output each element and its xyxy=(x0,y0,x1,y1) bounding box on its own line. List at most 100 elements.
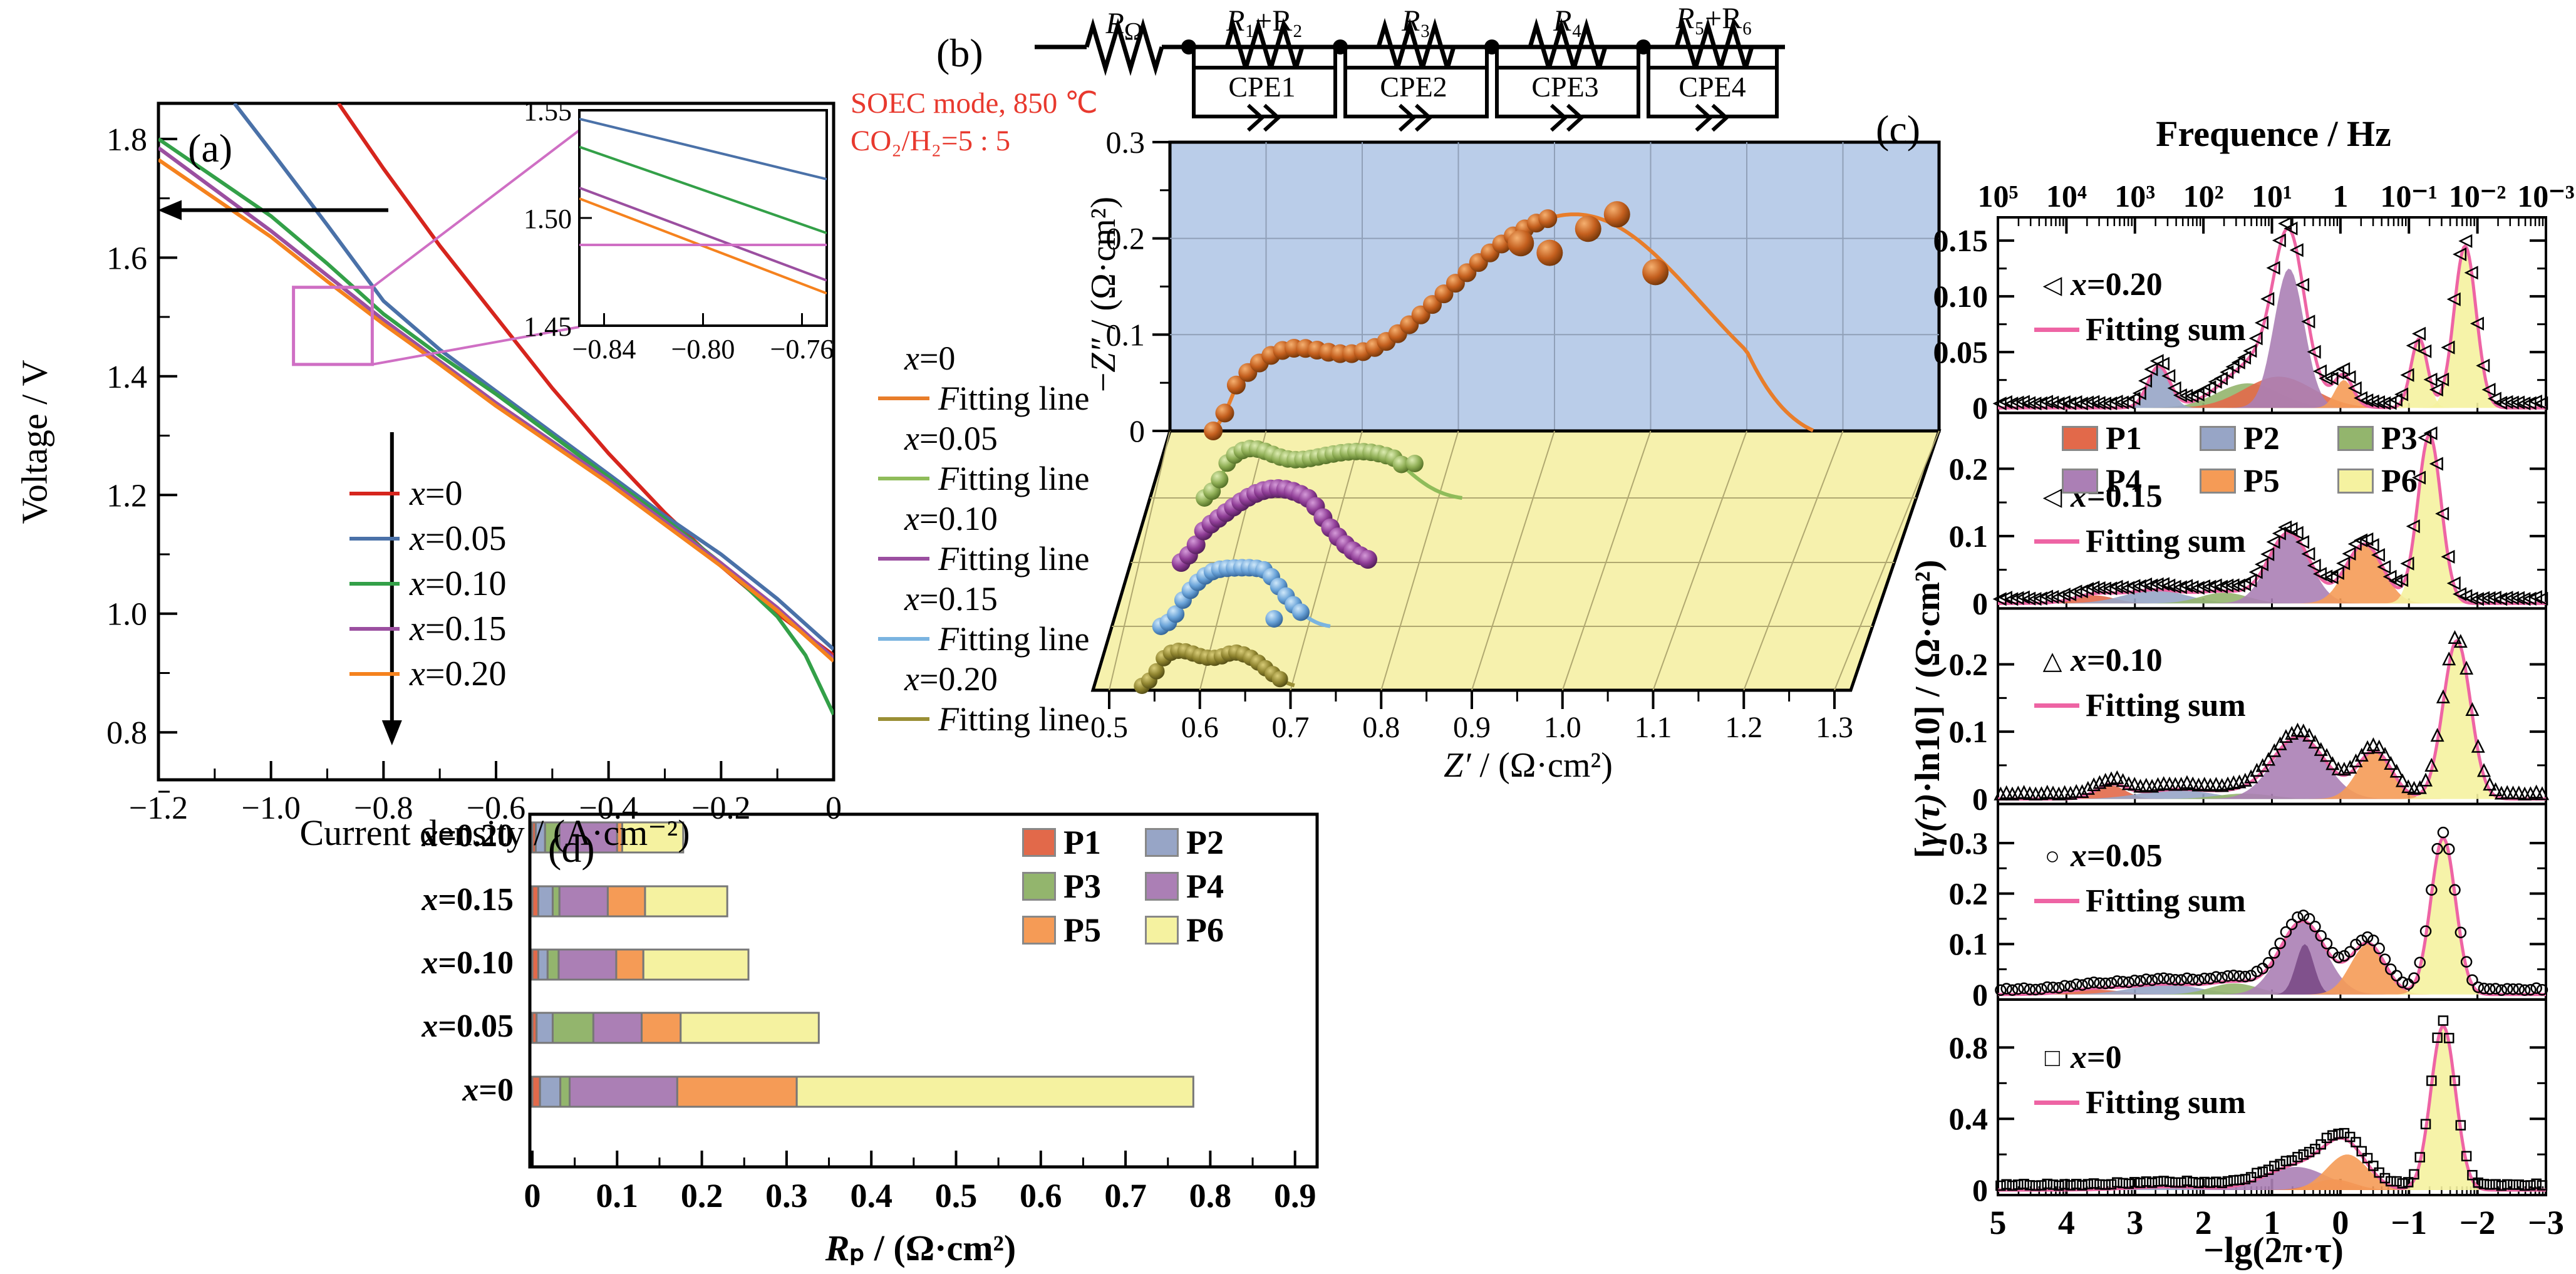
fitting-sum-line-swatch xyxy=(2034,539,2079,544)
legend-label: x=0.15 xyxy=(410,609,507,648)
bar-row-label: x=0.10 xyxy=(422,945,514,981)
legend-label: x=0 xyxy=(410,474,463,513)
drt-panel-x=0: 0.8 0.4 0 xyxy=(1949,998,2548,1208)
bar-segment-P3 xyxy=(559,1075,571,1108)
panel-c-chart: 10⁵ 10⁴ 10³ 10² 10¹ 1 10⁻¹ 10⁻² 10⁻³ 5 4 3 2 1 0 −1 −2 −3… xyxy=(1933,179,2575,1241)
legend-line-swatch xyxy=(349,672,400,676)
tick-label: 1.8 xyxy=(106,122,147,158)
data-markers xyxy=(1995,826,2548,997)
data-markers xyxy=(1992,426,2548,606)
legend-line-swatch xyxy=(878,717,929,721)
legend-item: Fitting line xyxy=(878,699,1090,739)
tick-label: 0.2 xyxy=(1106,221,1146,256)
bar-segment-P5 xyxy=(641,1012,682,1044)
marker-glyph-icon: ◁ xyxy=(2042,482,2062,510)
freq-tick-label: 10⁻² xyxy=(2449,179,2506,214)
drt-legend-x=0.05: ○ x=0.05 Fitting sum xyxy=(2034,833,2246,923)
freq-tick-label: 10⁻¹ xyxy=(2381,179,2438,214)
tick-label: 0 xyxy=(1972,977,1988,1012)
bar-row-x=0.05 xyxy=(531,1012,820,1044)
tick-label: 0.8 xyxy=(106,715,147,751)
drt-legend-x=0: □ x=0 Fitting sum xyxy=(2034,1035,2246,1125)
p1-swatch xyxy=(2062,426,2098,451)
legend-label: x=0.10 xyxy=(2071,642,2163,678)
tick-label: 0.1 xyxy=(1949,714,1989,749)
tick-label: 0 xyxy=(2332,1204,2349,1241)
tick-label: 0 xyxy=(1972,1173,1988,1208)
tick-label: 0 xyxy=(1972,782,1988,817)
bar-segment-P6 xyxy=(642,948,750,981)
component-P6 xyxy=(1998,339,2546,408)
tick-label: 3 xyxy=(2126,1204,2143,1241)
bar-segment-P4 xyxy=(592,1012,643,1044)
panel-b-note-line1: SOEC mode, 850 ℃ xyxy=(851,87,1098,120)
freq-tick-label: 10⁴ xyxy=(2046,179,2087,214)
panel-b-letter: (b) xyxy=(936,31,983,75)
legend-row: P1 P2 P3 xyxy=(2062,417,2475,460)
legend-item: x=0.15 xyxy=(349,606,506,651)
legend-item: x=0.20 xyxy=(878,659,1090,699)
panel-a-ylabel: Voltage / V xyxy=(14,360,55,524)
legend-row: P1 P2 xyxy=(1022,821,1268,864)
p1-swatch xyxy=(1022,828,1056,857)
legend-item: ◁ x=0.15 xyxy=(2034,474,2246,519)
series-points-x=0.15 xyxy=(1152,559,1310,635)
legend-item: △ x=0.10 xyxy=(2034,638,2246,683)
drt-legend-x=0.10: △ x=0.10 Fitting sum xyxy=(2034,638,2246,728)
legend-label: Fitting line xyxy=(938,460,1090,497)
legend-label: Fitting line xyxy=(938,700,1090,738)
tick-label: −1.2 xyxy=(129,790,188,826)
component-P6 xyxy=(1998,839,2546,995)
legend-label: Fitting line xyxy=(938,540,1090,577)
tick-label: 4 xyxy=(2058,1204,2075,1241)
panel-c-component-legend: P1 P2 P3 P4 P5 P6 xyxy=(2062,417,2475,502)
tick-label: 0.7 xyxy=(1104,1177,1147,1214)
component-P2 xyxy=(1998,789,2546,799)
tick-label: 0.2 xyxy=(1949,876,1989,911)
marker-glyph-icon: □ xyxy=(2044,1043,2061,1072)
bar-segment-P2 xyxy=(537,885,554,918)
bar-row-x=0.15 xyxy=(531,885,728,918)
tick-label: −0.76 xyxy=(770,334,834,365)
series-points-x=0.20 xyxy=(1134,643,1288,694)
drt-legend-x=0.15: ◁ x=0.15 Fitting sum xyxy=(2034,474,2246,564)
bar-row-x=0 xyxy=(531,1075,1194,1108)
tick-label: 0.1 xyxy=(596,1177,639,1214)
legend-label: P6 xyxy=(2381,463,2418,499)
tick-label: 0.4 xyxy=(1949,1101,1989,1136)
cpe-box xyxy=(1647,66,1779,118)
panel-b-chart: 0 0.1 0.2 0.3 0.5 0.6 0.7 0.8 0.9 1.0 1.1 1.2 1.3 xyxy=(1090,125,1942,744)
fitting-sum-line-swatch xyxy=(2034,703,2079,708)
tick-label: 0.1 xyxy=(1949,519,1989,554)
panel-a-letter: (a) xyxy=(188,126,233,170)
legend-line-swatch xyxy=(349,492,400,495)
component-P4 xyxy=(1998,268,2546,408)
p3-swatch xyxy=(1022,872,1056,901)
legend-label: x=0.10 xyxy=(904,500,998,537)
panel-b-legend: x=0 Fitting line x=0.05 Fitting line x=0.10 F… xyxy=(878,338,1090,739)
legend-item: x=0 xyxy=(878,338,1090,378)
p5-swatch xyxy=(1022,916,1056,945)
panel-b-ylabel: −Z″ / (Ω·cm²) xyxy=(1084,196,1123,393)
legend-label: P5 xyxy=(1063,911,1101,949)
legend-line-swatch xyxy=(878,557,929,561)
circuit-r4-label: R₄ xyxy=(1553,4,1583,38)
legend-label: x=0.05 xyxy=(410,519,507,558)
circuit-cpe3-label: CPE3 xyxy=(1531,71,1599,103)
tick-label: 0.9 xyxy=(1274,1177,1316,1214)
tick-label: 0.8 xyxy=(1362,711,1400,744)
tick-label: 0.2 xyxy=(681,1177,723,1214)
drt-legend-x=0.20: ◁ x=0.20 Fitting sum xyxy=(2034,262,2246,352)
legend-label: Fitting sum xyxy=(2086,523,2246,559)
bar-row-label: x=0.20 xyxy=(422,818,514,854)
fitting-sum-line xyxy=(1998,1024,2546,1192)
legend-label: P1 xyxy=(1063,824,1101,861)
cpe-box xyxy=(1495,66,1640,118)
legend-label: x=0 xyxy=(904,339,956,377)
tick-label: 1.0 xyxy=(1544,711,1581,744)
tick-label: 0.8 xyxy=(1949,1030,1989,1065)
freq-tick-label: 10² xyxy=(2183,179,2224,214)
legend-label: x=0.05 xyxy=(904,420,998,457)
panel-c-letter: (c) xyxy=(1876,107,1921,152)
